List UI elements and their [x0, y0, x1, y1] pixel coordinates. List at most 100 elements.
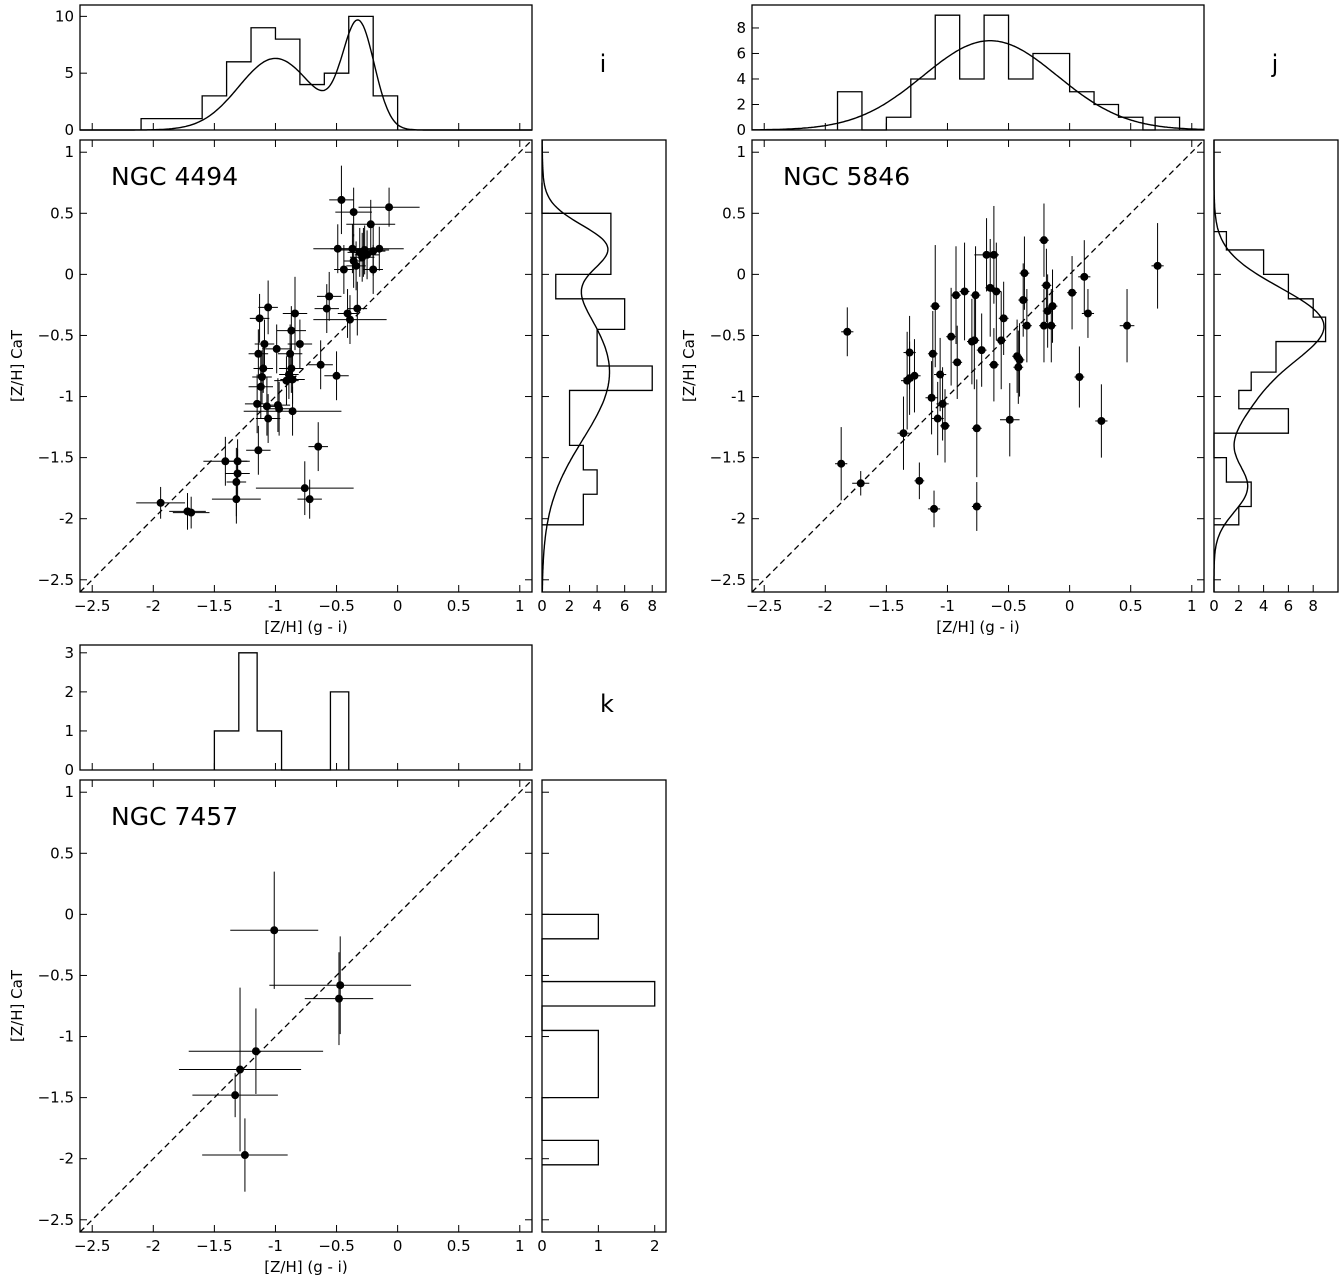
data-point — [1043, 307, 1052, 316]
y-tick-label: 0.5 — [50, 204, 74, 222]
top-hist-y-tick-label: 2 — [736, 95, 746, 113]
top-hist-frame — [79, 4, 533, 131]
side-hist-x-tick-label: 2 — [1234, 597, 1244, 615]
data-point — [927, 393, 936, 402]
y-tick-label: -1 — [59, 1028, 74, 1046]
y-tick-label: 0 — [64, 265, 74, 283]
data-point — [332, 371, 341, 380]
side-hist-fit-curve — [1213, 140, 1325, 592]
side-hist-x-tick-label: 0 — [537, 1237, 547, 1255]
data-point — [270, 926, 279, 935]
top-histogram — [836, 14, 1181, 131]
x-tick-label: −2.5 — [74, 1237, 110, 1255]
y-tick-label: 0 — [736, 265, 746, 283]
data-point — [1005, 415, 1014, 424]
data-point — [972, 502, 981, 511]
data-point — [1123, 321, 1132, 330]
x-tick-label: 1 — [515, 1237, 525, 1255]
y-axis-label: [Z/H] CaT — [680, 329, 698, 402]
top-hist-y-tick-label: 0 — [64, 761, 74, 779]
data-point — [264, 414, 273, 423]
data-point — [337, 195, 346, 204]
panel-letter: j — [1271, 50, 1279, 78]
data-point — [972, 424, 981, 433]
side-hist-x-tick-label: 1 — [594, 1237, 604, 1255]
y-tick-label: −2.5 — [38, 571, 74, 589]
y-tick-label: −0.5 — [38, 966, 74, 984]
top-hist-y-tick-label: 8 — [736, 19, 746, 37]
x-tick-label: −1.5 — [196, 597, 232, 615]
top-hist-y-tick-label: 10 — [55, 7, 74, 25]
data-point — [251, 1047, 260, 1056]
one-to-one-line — [79, 779, 533, 1233]
data-point — [1039, 321, 1048, 330]
data-point — [1048, 302, 1057, 311]
data-point — [352, 261, 361, 270]
x-tick-label: 0 — [393, 597, 403, 615]
data-point — [1020, 269, 1029, 278]
data-point — [1068, 288, 1077, 297]
x-tick-label: -2 — [818, 597, 833, 615]
y-axis-label: [Z/H] CaT — [8, 329, 26, 402]
side-hist-x-tick-label: 2 — [565, 597, 575, 615]
data-point — [353, 304, 362, 313]
data-point — [989, 360, 998, 369]
data-point — [1097, 416, 1106, 425]
data-point — [385, 203, 394, 212]
data-point — [982, 250, 991, 259]
x-axis-label: [Z/H] (g - i) — [264, 618, 347, 636]
top-hist-y-tick-label: 2 — [64, 683, 74, 701]
data-point — [339, 265, 348, 274]
top-hist-frame — [79, 644, 533, 771]
side-hist-x-tick-label: 8 — [647, 597, 657, 615]
x-tick-label: -2 — [146, 1237, 161, 1255]
data-point — [345, 315, 354, 324]
data-point — [258, 372, 267, 381]
data-point — [236, 1065, 245, 1074]
top-hist-y-tick-label: 1 — [64, 722, 74, 740]
panel-letter: i — [600, 50, 607, 78]
y-tick-label: -1 — [59, 388, 74, 406]
top-hist-y-tick-label: 5 — [64, 64, 74, 82]
y-tick-label: 0 — [64, 905, 74, 923]
data-point — [254, 446, 263, 455]
data-point — [336, 981, 345, 990]
data-point — [971, 291, 980, 300]
side-hist-x-tick-label: 8 — [1308, 597, 1318, 615]
side-hist-x-tick-label: 6 — [1284, 597, 1294, 615]
data-point — [1083, 309, 1092, 318]
data-point — [843, 327, 852, 336]
data-point — [349, 208, 358, 217]
main-plot-frame — [79, 779, 533, 1233]
x-tick-label: −0.5 — [318, 597, 354, 615]
data-point — [1080, 272, 1089, 281]
x-tick-label: -2 — [146, 597, 161, 615]
x-tick-label: -1 — [268, 597, 283, 615]
data-point — [348, 244, 357, 253]
galaxy-name: NGC 5846 — [783, 162, 910, 191]
side-hist-x-tick-label: 0 — [537, 597, 547, 615]
data-point — [369, 265, 378, 274]
side-hist-frame — [541, 139, 667, 593]
data-point — [187, 508, 196, 517]
y-tick-label: −2.5 — [710, 571, 746, 589]
side-hist-fit-curve — [541, 140, 611, 592]
data-point — [1075, 372, 1084, 381]
data-point — [272, 344, 281, 353]
data-point — [288, 375, 297, 384]
data-point — [287, 326, 296, 335]
galaxy-name: NGC 7457 — [111, 802, 238, 831]
data-point — [1047, 321, 1056, 330]
data-point — [910, 371, 919, 380]
data-point — [334, 994, 343, 1003]
y-tick-label: −2.5 — [38, 1211, 74, 1229]
x-tick-label: -1 — [940, 597, 955, 615]
side-histogram — [541, 913, 656, 1166]
data-point — [941, 421, 950, 430]
data-point — [375, 244, 384, 253]
top-hist-fit-curve — [752, 40, 1204, 131]
data-point — [960, 287, 969, 296]
data-point — [260, 340, 269, 349]
x-tick-label: −1.5 — [868, 597, 904, 615]
side-hist-x-tick-label: 4 — [1259, 597, 1269, 615]
